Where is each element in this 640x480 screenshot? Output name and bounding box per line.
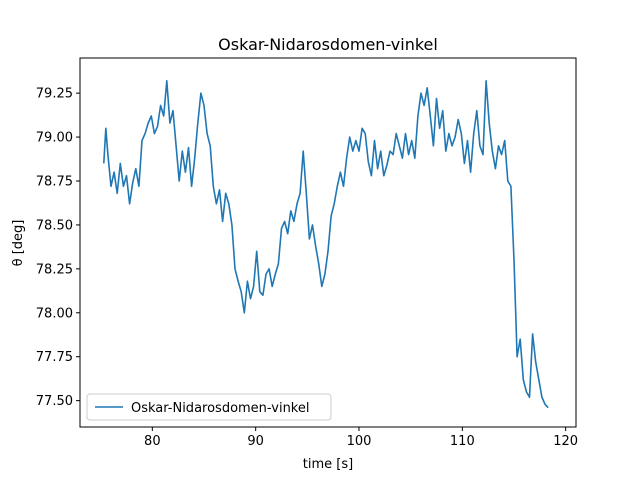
y-tick-label: 78.25	[36, 262, 73, 277]
x-axis-label: time [s]	[303, 457, 353, 472]
series-layer	[102, 80, 549, 409]
series-line-0	[102, 80, 549, 409]
y-tick-label: 78.75	[36, 175, 73, 190]
chart-title: Oskar-Nidarosdomen-vinkel	[218, 35, 438, 54]
x-tick-label: 100	[347, 434, 372, 449]
y-tick-label: 79.25	[36, 87, 73, 102]
y-tick-label: 77.75	[36, 350, 73, 365]
y-tick-label: 78.00	[36, 306, 73, 321]
y-tick-label: 77.50	[36, 394, 73, 409]
plot-area-frame	[79, 57, 577, 428]
x-tick-label: 110	[450, 434, 475, 449]
x-tick-label: 80	[144, 434, 161, 449]
x-axis-ticks: 80 90 100 110 120	[144, 427, 578, 449]
y-axis-ticks: 77.50 77.75 78.00 78.25 78.50 78.75 79.00 79.25	[36, 87, 80, 409]
legend: Oskar-Nidarosdomen-vinkel	[86, 393, 332, 421]
x-tick-label: 120	[553, 434, 578, 449]
legend-label: Oskar-Nidarosdomen-vinkel	[131, 401, 309, 416]
y-tick-label: 79.00	[36, 131, 73, 146]
x-tick-label: 90	[247, 434, 264, 449]
y-tick-label: 78.50	[36, 218, 73, 233]
legend-box	[86, 393, 332, 421]
y-axis-label: θ [deg]	[11, 220, 26, 267]
